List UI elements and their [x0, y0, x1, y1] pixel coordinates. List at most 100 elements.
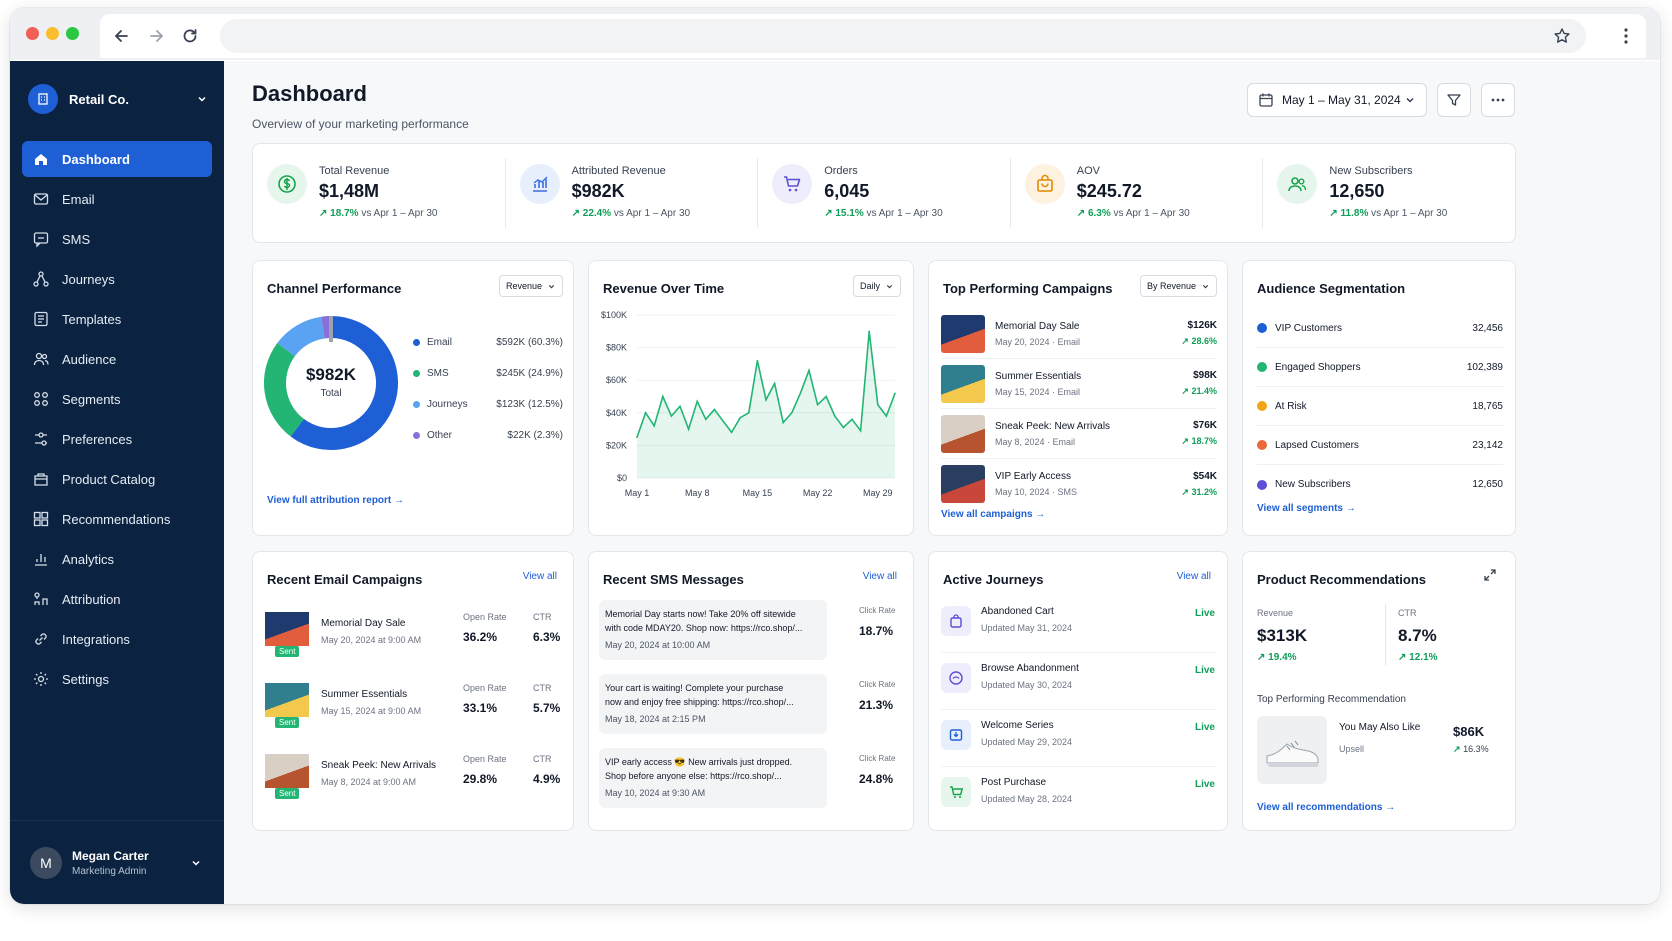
address-bar[interactable] [220, 19, 1586, 53]
journey-row[interactable]: Welcome Series Updated May 29, 2024 Live [941, 710, 1217, 767]
sms-message-row[interactable]: Your cart is waiting! Complete your purc… [599, 672, 905, 746]
more-horizontal-icon [1491, 98, 1505, 102]
bookmark-star-icon[interactable] [1552, 26, 1572, 46]
sidebar-item-label: Attribution [62, 591, 121, 607]
sms-message-row[interactable]: Memorial Day starts now! Take 20% off si… [599, 598, 905, 672]
journey-row[interactable]: Browse Abandonment Updated May 30, 2024 … [941, 653, 1217, 710]
sms-message-row[interactable]: VIP early access 😎 New arrivals just dro… [599, 746, 905, 820]
legend-value: $123K (12.5%) [496, 399, 563, 410]
date-range-picker[interactable]: May 1 – May 31, 2024 [1247, 83, 1427, 117]
sidebar-item-templates[interactable]: Templates [22, 301, 212, 337]
filter-button[interactable] [1437, 83, 1471, 117]
catalog-icon [34, 473, 48, 486]
user-menu[interactable]: M Megan Carter Marketing Admin [10, 820, 224, 904]
open-rate-value: 33.1% [463, 701, 498, 715]
segment-row[interactable]: At Risk 18,765 [1257, 387, 1503, 426]
channel-metric-select[interactable]: Revenue [498, 275, 563, 297]
email-campaign-row[interactable]: Sent Memorial Day Sale May 20, 2024 at 9… [265, 608, 563, 679]
journey-row[interactable]: Abandoned Cart Updated May 31, 2024 Live [941, 596, 1217, 653]
kpi-compare: vs Apr 1 – Apr 30 [613, 208, 691, 219]
journey-row[interactable]: Post Purchase Updated May 28, 2024 Live [941, 767, 1217, 824]
sidebar-item-journeys[interactable]: Journeys [22, 261, 212, 297]
legend-swatch [413, 432, 420, 439]
sms-bubble: Your cart is waiting! Complete your purc… [599, 674, 827, 734]
cart-icon [950, 786, 964, 798]
click-rate-label: Click Rate [859, 680, 896, 689]
email-date: May 20, 2024 at 9:00 AM [321, 635, 422, 645]
status-badge: Sent [275, 646, 300, 657]
y-tick-label: $100K [601, 310, 627, 320]
email-campaign-row[interactable]: Sent Summer Essentials May 15, 2024 at 9… [265, 679, 563, 750]
sms-icon [33, 232, 49, 248]
segment-row[interactable]: VIP Customers 32,456 [1257, 309, 1503, 348]
recent-sms-card: Recent SMS Messages View all Memorial Da… [588, 551, 914, 831]
sidebar-item-preferences[interactable]: Preferences [22, 421, 212, 457]
revenue-point [842, 426, 845, 429]
sidebar-item-product-catalog[interactable]: Product Catalog [22, 461, 212, 497]
minimize-window-button[interactable] [46, 27, 59, 40]
view-all-recommendations-link[interactable]: View all recommendations → [1257, 802, 1396, 813]
campaign-name: VIP Early Access [995, 471, 1071, 482]
campaign-sort-select[interactable]: By Revenue [1139, 275, 1217, 297]
view-all-segments-link[interactable]: View all segments → [1257, 503, 1356, 514]
sidebar-item-recommendations[interactable]: Recommendations [22, 501, 212, 537]
chevron-down-icon [198, 96, 206, 102]
sidebar-item-sms[interactable]: SMS [22, 221, 212, 257]
expand-icon[interactable] [1483, 568, 1497, 582]
sidebar-item-settings[interactable]: Settings [22, 661, 212, 697]
select-label: Revenue [505, 281, 542, 291]
sms-text-line: Your cart is waiting! Complete your purc… [605, 683, 784, 693]
campaign-row[interactable]: Summer Essentials May 15, 2024 · Email $9… [941, 359, 1217, 409]
sidebar-item-email[interactable]: Email [22, 181, 212, 217]
card-title: Audience Segmentation [1257, 281, 1406, 296]
sidebar-item-dashboard[interactable]: Dashboard [22, 141, 212, 177]
sidebar-item-segments[interactable]: Segments [22, 381, 212, 417]
sms-date: May 18, 2024 at 2:15 PM [605, 714, 706, 724]
org-switcher[interactable]: Retail Co. [28, 81, 208, 117]
sidebar-item-analytics[interactable]: Analytics [22, 541, 212, 577]
journey-status: Live [1194, 608, 1215, 619]
ctr-value: 4.9% [533, 772, 561, 786]
segment-count: 102,389 [1466, 361, 1503, 373]
browser-menu-icon[interactable] [1616, 26, 1636, 46]
view-all-journeys-link[interactable]: View all [1176, 571, 1211, 582]
x-tick-label: May 1 [625, 488, 650, 498]
view-all-campaigns-link[interactable]: View all campaigns → [941, 509, 1046, 520]
x-tick-label: May 22 [803, 488, 833, 498]
reload-icon[interactable] [180, 26, 200, 46]
forward-arrow-icon[interactable] [146, 26, 166, 46]
kpi-value: $245.72 [1076, 181, 1142, 201]
sidebar-item-audience[interactable]: Audience [22, 341, 212, 377]
close-window-button[interactable] [26, 27, 39, 40]
view-all-sms-link[interactable]: View all [862, 571, 897, 582]
revenue-point [705, 418, 707, 421]
sms-text-line: VIP early access 😎 New arrivals just dro… [605, 757, 793, 767]
campaign-row[interactable]: VIP Early Access May 10, 2024 · SMS $54K ↗… [941, 459, 1217, 509]
email-campaign-row[interactable]: Sent Sneak Peek: New Arrivals May 8, 202… [265, 750, 563, 821]
campaign-row[interactable]: Memorial Day Sale May 20, 2024 · Email $1… [941, 309, 1217, 359]
view-attribution-link[interactable]: View full attribution report → [267, 495, 405, 506]
revenue-point [851, 418, 853, 421]
chart-icon [532, 176, 548, 192]
sidebar-item-label: Analytics [62, 551, 115, 567]
click-rate-label: Click Rate [859, 606, 896, 615]
view-all-emails-link[interactable]: View all [522, 571, 557, 582]
granularity-select[interactable]: Daily [852, 275, 901, 297]
segment-row[interactable]: Engaged Shoppers 102,389 [1257, 348, 1503, 387]
more-options-button[interactable] [1481, 83, 1515, 117]
segment-row[interactable]: New Subscribers 12,650 [1257, 465, 1503, 504]
campaign-name: Memorial Day Sale [995, 320, 1080, 332]
segment-dot-icon [1257, 440, 1267, 450]
email-name: Sneak Peek: New Arrivals [321, 760, 437, 771]
maximize-window-button[interactable] [66, 27, 79, 40]
sidebar-item-attribution[interactable]: Attribution [22, 581, 212, 617]
sms-text-line: Shop before anyone else: https://rco.sho… [605, 771, 782, 781]
revenue-over-time-card: Revenue Over Time Daily $100K $80K $60K $40… [588, 260, 914, 536]
preferences-icon [35, 432, 47, 446]
chevron-down-icon [548, 284, 555, 288]
segment-row[interactable]: Lapsed Customers 23,142 [1257, 426, 1503, 465]
delta-value: 6.3% [1087, 208, 1111, 219]
campaign-row[interactable]: Sneak Peek: New Arrivals May 8, 2024 · Em… [941, 409, 1217, 459]
back-arrow-icon[interactable] [112, 26, 132, 46]
sidebar-item-integrations[interactable]: Integrations [22, 621, 212, 657]
